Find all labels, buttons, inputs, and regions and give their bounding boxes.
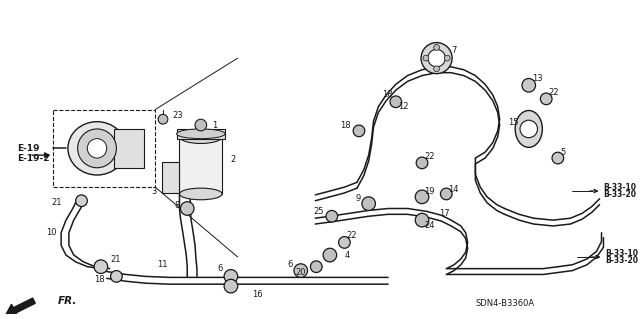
Text: E-19-2: E-19-2 (17, 153, 50, 163)
Bar (179, 137, 222, 194)
Text: 22: 22 (424, 152, 435, 160)
Text: B-33-10: B-33-10 (605, 249, 638, 258)
Text: 18: 18 (382, 91, 393, 100)
Circle shape (434, 45, 440, 50)
Circle shape (362, 197, 376, 211)
Text: 13: 13 (532, 74, 542, 83)
Circle shape (415, 213, 429, 227)
Bar (162, 162, 179, 193)
Text: 1: 1 (212, 121, 218, 130)
Ellipse shape (515, 110, 542, 147)
Circle shape (552, 152, 564, 164)
Circle shape (390, 96, 402, 108)
Circle shape (294, 264, 308, 278)
Text: 11: 11 (157, 260, 168, 269)
Text: FR.: FR. (58, 296, 77, 306)
Circle shape (540, 93, 552, 105)
Text: 2: 2 (230, 155, 235, 165)
Circle shape (326, 211, 338, 222)
Text: SDN4-B3360A: SDN4-B3360A (476, 299, 534, 308)
Text: 22: 22 (548, 88, 559, 97)
Circle shape (444, 55, 450, 61)
Circle shape (323, 248, 337, 262)
Text: 20: 20 (295, 268, 306, 277)
Text: 16: 16 (252, 290, 262, 299)
Circle shape (94, 260, 108, 273)
Circle shape (520, 120, 538, 138)
Circle shape (440, 188, 452, 200)
Text: 22: 22 (346, 231, 357, 240)
Text: 17: 17 (440, 209, 450, 218)
Circle shape (416, 157, 428, 169)
Text: 21: 21 (52, 198, 62, 207)
Circle shape (339, 237, 350, 248)
Bar (53, 109, 156, 187)
Circle shape (434, 66, 440, 72)
Circle shape (87, 139, 107, 158)
Text: 5: 5 (561, 148, 566, 157)
FancyArrow shape (6, 298, 35, 316)
Text: 19: 19 (424, 187, 435, 196)
Text: 6: 6 (287, 260, 293, 269)
Text: B-33-20: B-33-20 (604, 190, 636, 199)
Text: 10: 10 (46, 228, 56, 237)
Text: 6: 6 (218, 264, 223, 273)
Text: E-19: E-19 (17, 144, 40, 153)
Bar (115, 129, 143, 168)
Ellipse shape (177, 129, 225, 139)
Text: B-33-20: B-33-20 (605, 256, 638, 265)
Text: 12: 12 (398, 102, 408, 111)
Text: 3: 3 (152, 187, 157, 196)
Circle shape (76, 195, 87, 207)
Text: 14: 14 (448, 185, 459, 194)
Text: B-33-10: B-33-10 (604, 183, 636, 192)
Circle shape (195, 119, 207, 131)
Text: 4: 4 (344, 250, 349, 260)
Bar (177, 129, 225, 139)
Circle shape (224, 279, 237, 293)
Text: 18: 18 (94, 275, 105, 284)
Circle shape (310, 261, 322, 272)
Ellipse shape (179, 130, 222, 144)
Text: 9: 9 (356, 194, 361, 203)
Circle shape (522, 78, 536, 92)
Circle shape (180, 202, 194, 215)
Circle shape (415, 190, 429, 204)
Text: 18: 18 (340, 121, 351, 130)
Text: 21: 21 (111, 256, 121, 264)
Circle shape (77, 129, 116, 168)
Ellipse shape (68, 122, 126, 175)
Text: 8: 8 (174, 201, 179, 210)
Ellipse shape (179, 188, 222, 200)
Text: 23: 23 (173, 111, 183, 120)
Text: 25: 25 (314, 207, 324, 216)
Circle shape (428, 49, 445, 67)
Circle shape (111, 271, 122, 282)
Text: 15: 15 (509, 118, 519, 127)
Circle shape (224, 270, 237, 283)
Circle shape (353, 125, 365, 137)
Circle shape (158, 115, 168, 124)
Text: 7: 7 (451, 46, 456, 55)
Text: 24: 24 (424, 221, 435, 230)
Circle shape (423, 55, 429, 61)
Circle shape (421, 43, 452, 74)
